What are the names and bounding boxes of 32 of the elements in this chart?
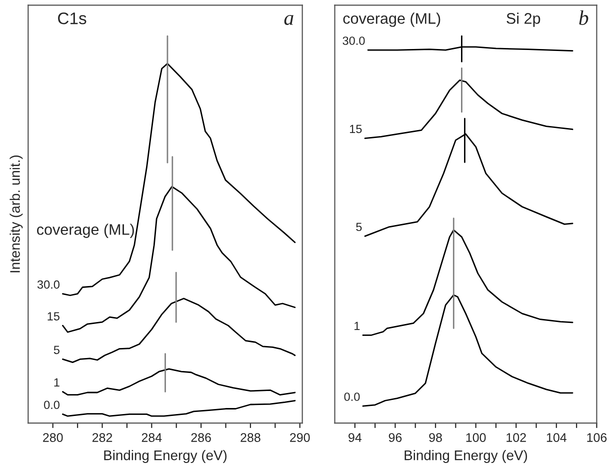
x-axis-title: Binding Energy (eV) — [404, 450, 528, 463]
chart-title: C1s — [58, 12, 86, 24]
series-label: 5 — [54, 346, 60, 354]
x-tick-label: 106 — [587, 433, 607, 442]
series-label: 30.0 — [37, 280, 60, 289]
series-label: 0.0 — [44, 400, 60, 410]
x-tick-label: 100 — [466, 433, 486, 442]
x-tick-label: 98 — [429, 433, 442, 442]
annotation: coverage (ML) — [37, 224, 134, 238]
x-tick-label: 284 — [142, 433, 162, 442]
x-tick-label: 282 — [92, 433, 112, 442]
chart-title: Si 2p — [506, 12, 540, 27]
series-label: 5 — [356, 222, 362, 232]
x-tick-label: 102 — [506, 433, 526, 442]
series-label: 1 — [354, 322, 360, 330]
x-axis-title: Binding Energy (eV) — [104, 450, 227, 463]
x-tick-label: 280 — [43, 433, 63, 442]
series-label: 15 — [350, 124, 362, 134]
x-tick-label: 96 — [388, 433, 402, 442]
text: b — [579, 10, 588, 25]
x-tick-label: 288 — [240, 433, 260, 442]
text: a — [284, 14, 294, 25]
series-label: 30.0 — [342, 36, 365, 45]
y-axis-title: Intensity (arb. unit.) — [10, 156, 23, 272]
series-label: 15 — [48, 312, 60, 320]
x-tick-label: 94 — [348, 433, 362, 442]
x-tick-label: 286 — [191, 433, 211, 442]
text: coverage (ML) — [343, 12, 440, 27]
x-tick-label: 104 — [546, 433, 566, 442]
series-label: 1 — [54, 378, 60, 386]
series-label: 0.0 — [344, 392, 360, 401]
x-tick-label: 290 — [290, 433, 310, 442]
